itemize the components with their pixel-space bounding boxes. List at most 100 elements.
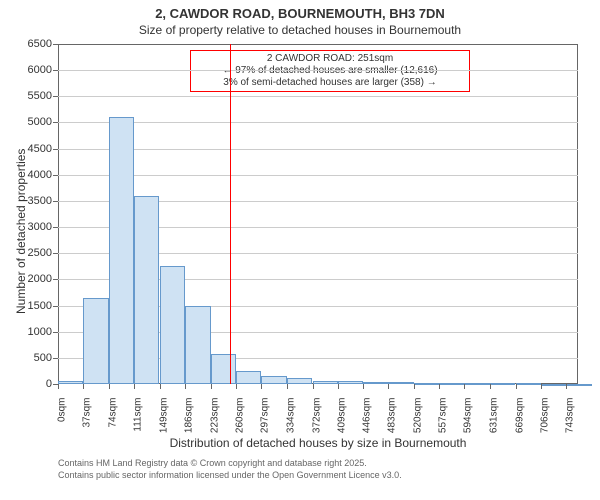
xtick-mark	[541, 384, 542, 389]
ytick-mark	[53, 149, 58, 150]
ytick-mark	[53, 44, 58, 45]
marker-line	[230, 44, 231, 384]
histogram-bar	[109, 117, 134, 384]
xtick-label: 520sqm	[412, 398, 423, 442]
histogram-bar	[338, 381, 363, 384]
chart-title-line1: 2, CAWDOR ROAD, BOURNEMOUTH, BH3 7DN	[0, 6, 600, 21]
histogram-bar	[211, 354, 236, 384]
ytick-label: 2500	[12, 247, 52, 259]
xtick-label: 334sqm	[285, 398, 296, 442]
xtick-mark	[287, 384, 288, 389]
histogram-bar	[439, 383, 464, 385]
ytick-mark	[53, 332, 58, 333]
xtick-label: 149sqm	[158, 398, 169, 442]
histogram-bar	[414, 383, 439, 385]
xtick-mark	[160, 384, 161, 389]
ytick-label: 6500	[12, 38, 52, 50]
xtick-mark	[338, 384, 339, 389]
xtick-label: 706sqm	[540, 398, 551, 442]
histogram-bar	[388, 382, 413, 384]
ytick-label: 4500	[12, 143, 52, 155]
ytick-mark	[53, 175, 58, 176]
histogram-bar	[58, 381, 83, 384]
ytick-mark	[53, 70, 58, 71]
xtick-label: 223sqm	[209, 398, 220, 442]
xtick-mark	[211, 384, 212, 389]
xtick-label: 37sqm	[82, 398, 93, 442]
histogram-bar	[134, 196, 159, 384]
xtick-mark	[388, 384, 389, 389]
annotation-line1: 2 CAWDOR ROAD: 251sqm	[195, 53, 465, 65]
histogram-bar	[566, 384, 591, 386]
xtick-label: 483sqm	[387, 398, 398, 442]
ytick-label: 6000	[12, 64, 52, 76]
attribution-line1: Contains HM Land Registry data © Crown c…	[58, 458, 367, 468]
ytick-label: 4000	[12, 169, 52, 181]
xtick-mark	[516, 384, 517, 389]
ytick-mark	[53, 96, 58, 97]
xtick-mark	[490, 384, 491, 389]
xtick-label: 186sqm	[184, 398, 195, 442]
gridline-y	[58, 122, 578, 123]
ytick-mark	[53, 306, 58, 307]
chart-title-line2: Size of property relative to detached ho…	[0, 23, 600, 37]
xtick-label: 594sqm	[463, 398, 474, 442]
ytick-label: 2000	[12, 273, 52, 285]
xtick-mark	[83, 384, 84, 389]
xtick-label: 0sqm	[57, 398, 68, 442]
ytick-mark	[53, 279, 58, 280]
histogram-bar	[287, 378, 312, 384]
xtick-label: 446sqm	[362, 398, 373, 442]
xtick-mark	[566, 384, 567, 389]
ytick-label: 1000	[12, 326, 52, 338]
histogram-bar	[236, 371, 261, 384]
xtick-label: 669sqm	[514, 398, 525, 442]
ytick-label: 500	[12, 352, 52, 364]
histogram-bar	[363, 382, 388, 384]
histogram-bar	[261, 376, 286, 384]
xtick-mark	[464, 384, 465, 389]
ytick-label: 3500	[12, 195, 52, 207]
xtick-mark	[185, 384, 186, 389]
histogram-bar	[541, 384, 566, 386]
xtick-mark	[236, 384, 237, 389]
xtick-mark	[313, 384, 314, 389]
attribution-line2: Contains public sector information licen…	[58, 470, 402, 480]
chart-container: 2, CAWDOR ROAD, BOURNEMOUTH, BH3 7DN Siz…	[0, 0, 600, 500]
xtick-label: 557sqm	[438, 398, 449, 442]
xtick-label: 111sqm	[132, 398, 143, 442]
gridline-y	[58, 96, 578, 97]
xtick-label: 260sqm	[234, 398, 245, 442]
xtick-mark	[109, 384, 110, 389]
ytick-label: 0	[12, 378, 52, 390]
xtick-mark	[414, 384, 415, 389]
histogram-bar	[490, 383, 515, 385]
gridline-y	[58, 70, 578, 71]
histogram-bar	[464, 383, 489, 385]
xtick-label: 372sqm	[311, 398, 322, 442]
histogram-bar	[160, 266, 185, 384]
xtick-label: 631sqm	[488, 398, 499, 442]
xtick-label: 743sqm	[565, 398, 576, 442]
ytick-label: 5000	[12, 116, 52, 128]
xtick-label: 74sqm	[107, 398, 118, 442]
xtick-mark	[261, 384, 262, 389]
xtick-mark	[58, 384, 59, 389]
ytick-mark	[53, 201, 58, 202]
ytick-mark	[53, 227, 58, 228]
histogram-bar	[185, 306, 210, 384]
xtick-mark	[439, 384, 440, 389]
xtick-label: 297sqm	[260, 398, 271, 442]
histogram-bar	[313, 381, 338, 384]
histogram-bar	[516, 383, 541, 385]
ytick-label: 1500	[12, 300, 52, 312]
xtick-label: 409sqm	[336, 398, 347, 442]
ytick-mark	[53, 122, 58, 123]
ytick-mark	[53, 253, 58, 254]
xtick-mark	[134, 384, 135, 389]
annotation-line3: 3% of semi-detached houses are larger (3…	[195, 77, 465, 89]
gridline-y	[58, 149, 578, 150]
histogram-bar	[83, 298, 108, 384]
ytick-label: 3000	[12, 221, 52, 233]
xtick-mark	[363, 384, 364, 389]
